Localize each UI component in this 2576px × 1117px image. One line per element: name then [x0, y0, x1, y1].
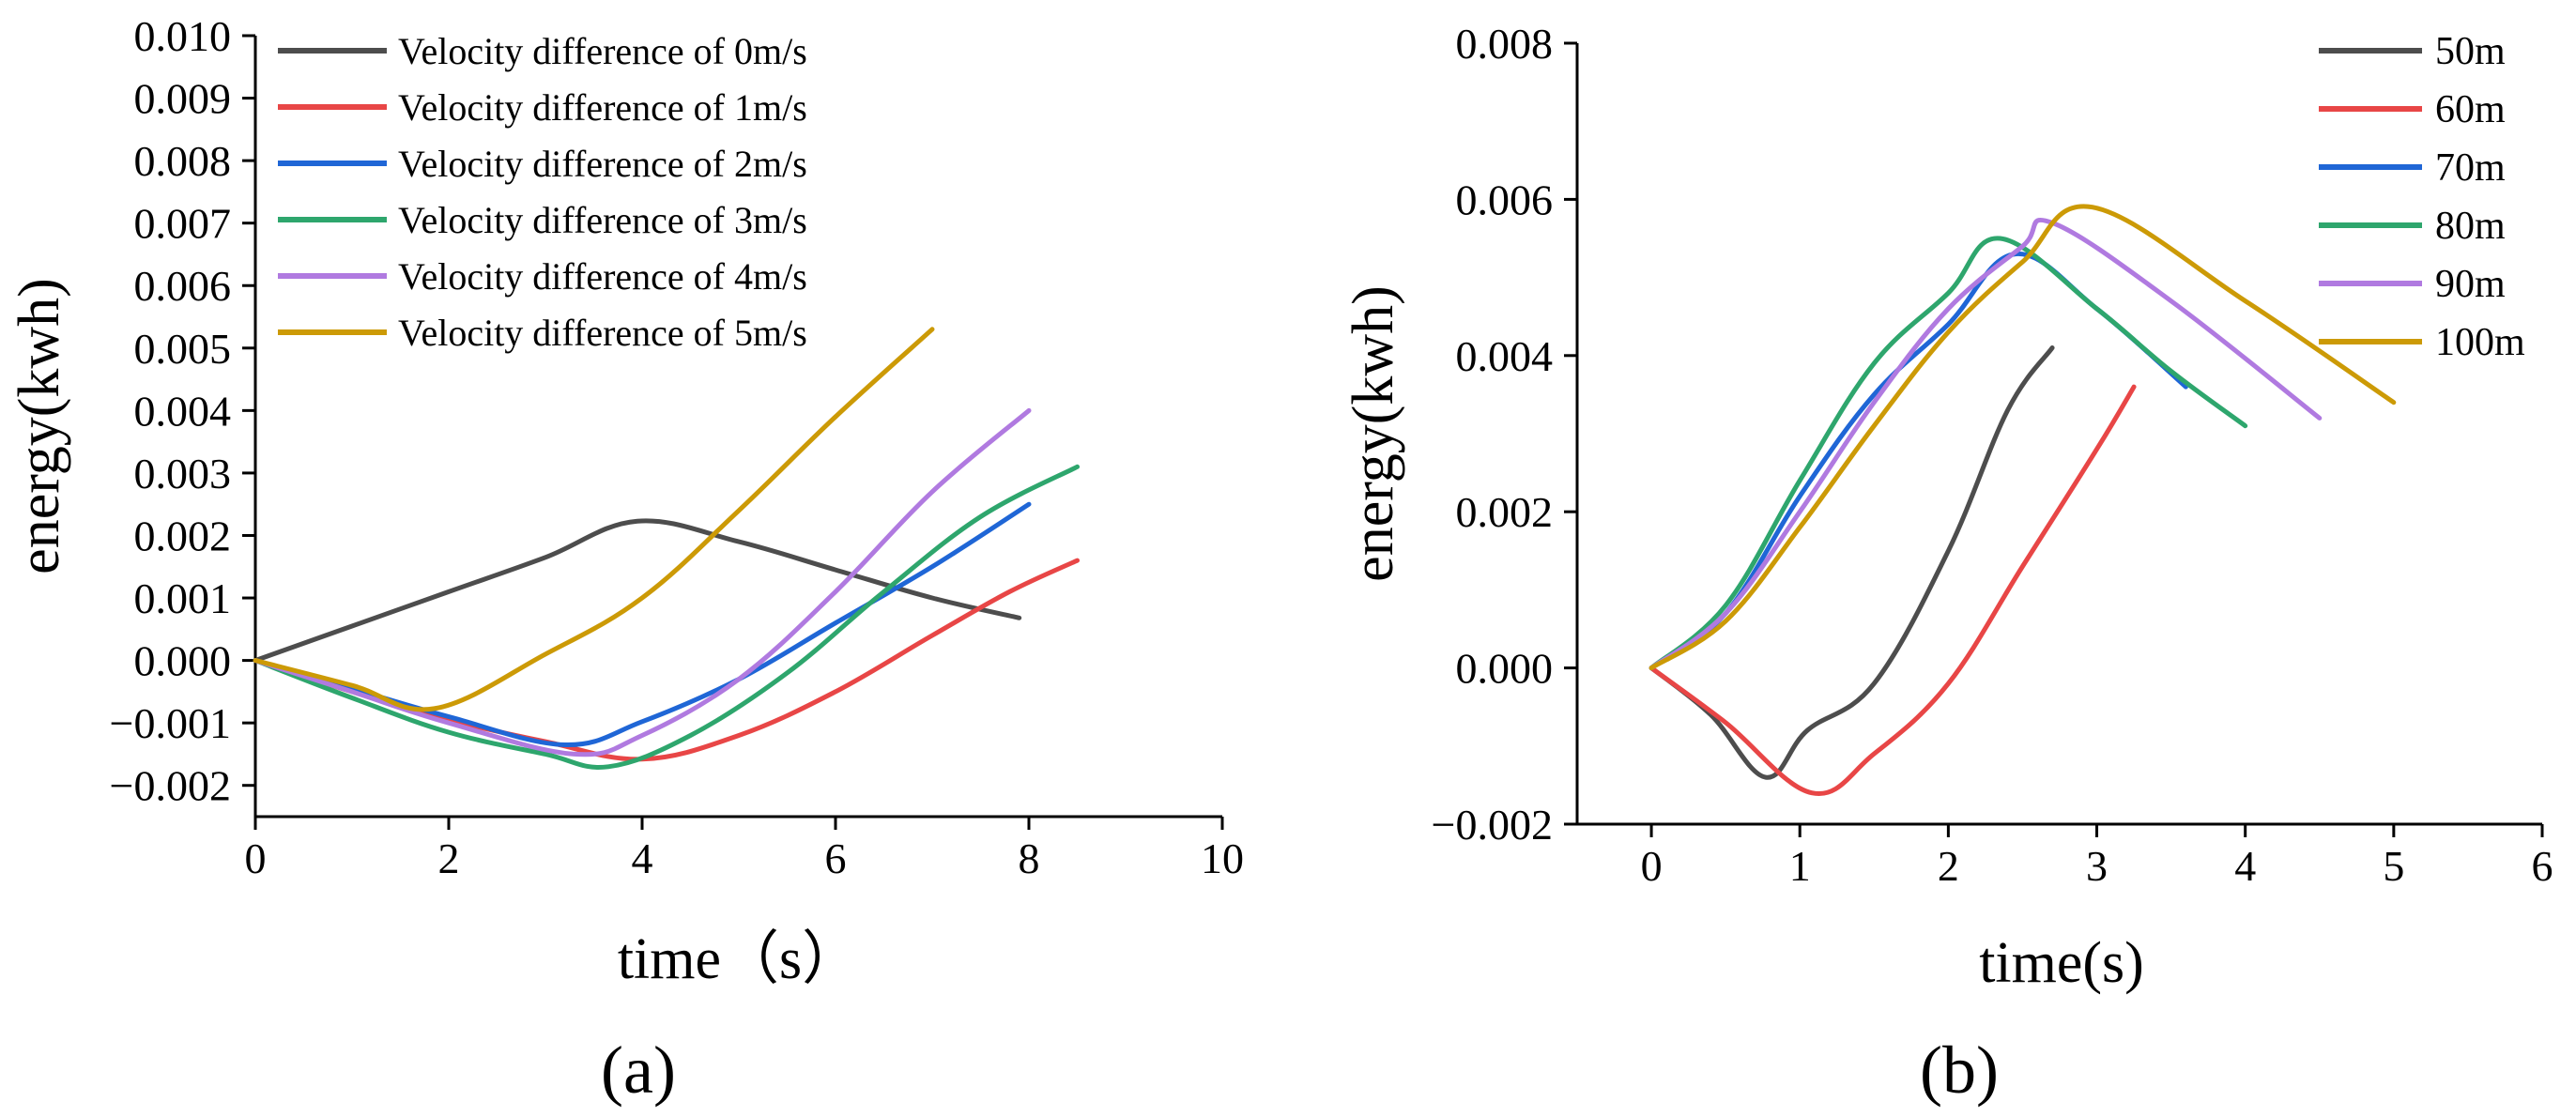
panel-a-series-lines [253, 327, 1080, 770]
series-line [253, 501, 1032, 748]
x-tick-label: 1 [1789, 842, 1811, 890]
x-tick-label: 10 [1201, 834, 1244, 882]
y-tick-label: 0.010 [134, 12, 232, 60]
y-tick-label: 0.001 [134, 574, 232, 622]
x-tick-label: 6 [825, 834, 847, 882]
y-tick-label: 0.006 [1456, 176, 1554, 223]
y-tick-label: 0.003 [134, 450, 232, 497]
y-tick-label: 0.005 [134, 325, 232, 373]
panel-a: 0 2 4 6 8 10 −0.002 −0.001 0.000 0.001 0.002 0.003 0… [8, 12, 1244, 1108]
legend-label: Velocity difference of 4m/s [398, 255, 807, 298]
x-tick-label: 5 [2383, 842, 2404, 890]
panel-b-series-lines [1648, 204, 2397, 797]
panel-a-legend: Velocity difference of 0m/s Velocity diff… [278, 30, 807, 354]
series-line [1648, 384, 2137, 797]
series-line [1648, 345, 2055, 780]
series-line [253, 327, 935, 712]
series-line [1648, 204, 2397, 671]
x-tick-label: 8 [1019, 834, 1040, 882]
y-tick-label: 0.000 [1456, 645, 1554, 693]
y-tick-label: 0.004 [134, 387, 232, 435]
x-tick-label: 4 [632, 834, 653, 882]
panel-b-label: (b) [1920, 1033, 1999, 1108]
panel-b-ticks: 0 1 2 3 4 5 6 −0.002 0.000 0.002 0.004 0.006 0.008 [1432, 20, 2553, 890]
y-tick-label: 0.002 [1456, 488, 1554, 536]
series-line [1648, 217, 2323, 671]
y-tick-label: 0.009 [134, 75, 232, 123]
y-tick-label: −0.002 [110, 762, 231, 810]
legend-label: 80m [2435, 205, 2506, 248]
legend-label: Velocity difference of 0m/s [398, 30, 807, 72]
x-tick-label: 2 [438, 834, 460, 882]
legend-label: 50m [2435, 30, 2506, 73]
x-tick-label: 4 [2234, 842, 2256, 890]
y-tick-label: 0.008 [134, 137, 232, 185]
legend-label: Velocity difference of 5m/s [398, 312, 807, 354]
series-line [253, 518, 1022, 664]
legend-label: 60m [2435, 88, 2506, 131]
y-tick-label: −0.001 [110, 699, 231, 747]
y-tick-label: −0.002 [1432, 801, 1553, 849]
panel-a-ticks: 0 2 4 6 8 10 −0.002 −0.001 0.000 0.001 0.002 0.003 0… [110, 12, 1244, 882]
x-tick-label: 6 [2532, 842, 2553, 890]
panel-a-y-axis-title: energy(kwh) [8, 278, 71, 574]
legend-label: Velocity difference of 1m/s [398, 86, 807, 129]
legend-label: 100m [2435, 321, 2525, 364]
x-tick-label: 0 [1641, 842, 1663, 890]
panel-a-label: (a) [601, 1033, 676, 1108]
y-tick-label: 0.004 [1456, 332, 1554, 380]
legend-label: Velocity difference of 2m/s [398, 143, 807, 185]
y-tick-label: 0.006 [134, 262, 232, 310]
panel-b: 0 1 2 3 4 5 6 −0.002 0.000 0.002 0.004 0.006 0.008 5… [1342, 20, 2553, 1108]
panel-b-y-axis-title: energy(kwh) [1342, 285, 1405, 582]
series-line [253, 464, 1080, 770]
y-tick-label: 0.002 [134, 512, 232, 559]
panel-b-legend: 50m 60m 70m 80m 90m 100m [2319, 30, 2525, 364]
y-tick-label: 0.000 [134, 637, 232, 685]
panel-b-x-axis-title: time(s) [1979, 931, 2144, 995]
series-line [253, 558, 1080, 762]
legend-label: 90m [2435, 263, 2506, 306]
legend-label: 70m [2435, 146, 2506, 190]
x-tick-label: 2 [1938, 842, 1959, 890]
x-tick-label: 3 [2086, 842, 2108, 890]
x-tick-label: 0 [245, 834, 267, 882]
series-line [253, 407, 1032, 757]
y-tick-label: 0.007 [134, 200, 232, 248]
legend-label: Velocity difference of 3m/s [398, 199, 807, 241]
series-line [1648, 236, 2248, 671]
panel-a-x-axis-title: time（s） [618, 927, 860, 991]
y-tick-label: 0.008 [1456, 20, 1554, 68]
